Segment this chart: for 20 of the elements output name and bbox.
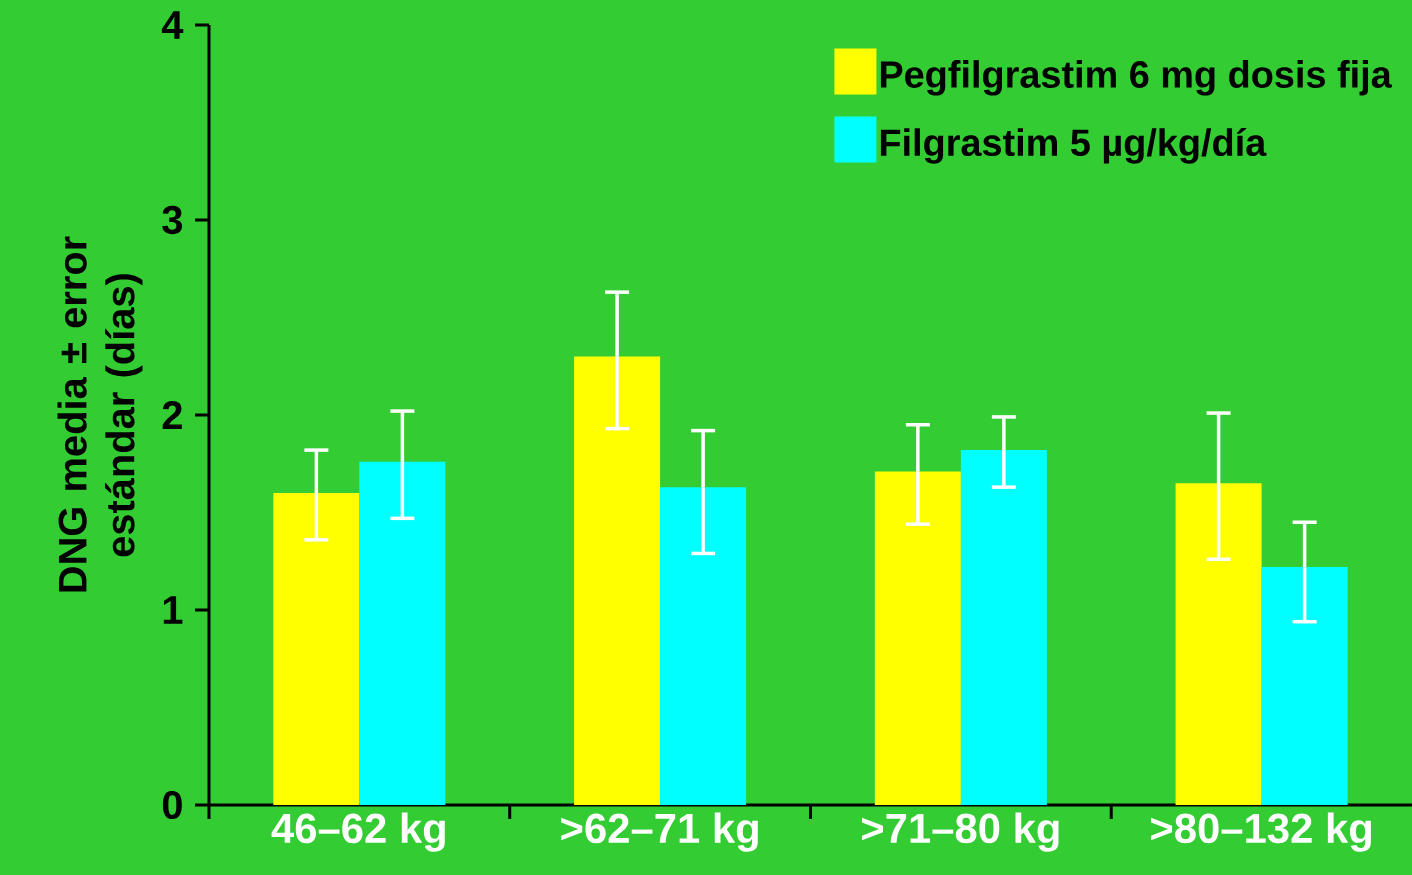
bar: [1175, 483, 1262, 805]
bar: [960, 450, 1047, 805]
bar: [359, 461, 446, 805]
y-tick-label: 2: [162, 401, 182, 429]
y-tick-label: 3: [162, 205, 183, 235]
x-tick-label: >62–71 kg: [561, 812, 758, 852]
y-tick-label: 0: [162, 790, 182, 820]
bar: [1261, 567, 1348, 805]
bar: [874, 471, 961, 805]
x-tick-label: >71–80 kg: [861, 812, 1059, 852]
y-tick-label: 1: [163, 596, 183, 624]
bar: [273, 492, 360, 805]
x-tick-label: >80–132 kg: [1151, 812, 1371, 852]
y-tick-label: 4: [161, 11, 184, 39]
bar: [574, 356, 661, 805]
y-axis-title: DNG media ± error estándar (días): [57, 236, 143, 592]
x-tick-label: 46–62 kg: [271, 812, 445, 852]
bar: [660, 487, 747, 805]
legend-label: Filgrastim 5 µg/kg/día: [880, 127, 1267, 164]
legend-label: Pegfilgrastim 6 mg dosis fija: [880, 60, 1392, 96]
